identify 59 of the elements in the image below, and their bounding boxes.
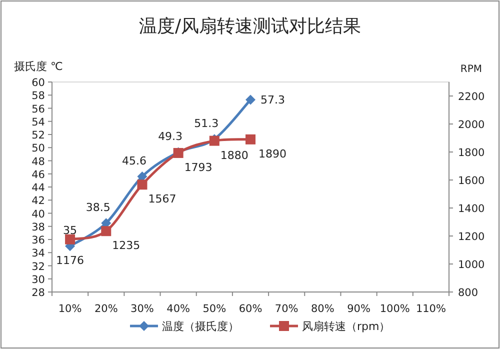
y-tick-label: 34 bbox=[32, 248, 46, 260]
x-tick-label: 10% bbox=[58, 303, 82, 315]
y-tick-label: 38 bbox=[32, 221, 45, 234]
data-label: 1890 bbox=[258, 147, 286, 160]
y-tick-label: 56 bbox=[32, 103, 46, 116]
y2-tick-label: 1800 bbox=[458, 147, 485, 159]
data-label: 49.3 bbox=[158, 130, 183, 144]
x-tick-label: 80% bbox=[311, 303, 334, 315]
y-tick-label: 42 bbox=[32, 195, 45, 208]
y2-tick-label: 1400 bbox=[458, 203, 485, 215]
data-label: 57.3 bbox=[260, 94, 285, 107]
y2-tick-label: 1600 bbox=[458, 175, 485, 187]
y-tick-label: 58 bbox=[32, 90, 45, 102]
x-tick-label: 70% bbox=[274, 303, 298, 315]
data-label: 1176 bbox=[56, 254, 84, 268]
y2-tick-label: 800 bbox=[458, 287, 478, 299]
chart-title: 温度/风扇转速测试对比结果 bbox=[138, 16, 362, 37]
y-tick-label: 60 bbox=[32, 77, 45, 89]
data-label: 1235 bbox=[112, 239, 140, 252]
data-label: 1567 bbox=[148, 192, 176, 206]
x-tick-label: 110% bbox=[416, 303, 446, 315]
y-tick-label: 52 bbox=[32, 130, 45, 142]
point bbox=[65, 234, 76, 244]
y-tick-label: 30 bbox=[32, 274, 45, 286]
data-label: 35 bbox=[63, 224, 78, 238]
data-label: 1793 bbox=[184, 160, 212, 174]
x-tick-label: 100% bbox=[380, 303, 410, 315]
data-label: 45.6 bbox=[122, 154, 146, 168]
y-tick-label: 50 bbox=[32, 142, 45, 155]
point bbox=[137, 180, 148, 190]
y2-tick-label: 2000 bbox=[458, 119, 485, 131]
y-tick-label: 44 bbox=[32, 182, 46, 194]
y-tick-label: 46 bbox=[32, 168, 46, 181]
point bbox=[246, 134, 256, 144]
x-tick-label: 90% bbox=[347, 303, 370, 315]
x-tick-label: 60% bbox=[238, 303, 262, 315]
y-tick-label: 40 bbox=[32, 208, 45, 220]
y-tick-label: 32 bbox=[32, 260, 45, 273]
point bbox=[101, 226, 112, 236]
data-label: 1880 bbox=[220, 148, 248, 162]
data-label: 38.5 bbox=[86, 201, 110, 214]
y2-tick-label: 2200 bbox=[458, 91, 485, 103]
point bbox=[137, 172, 148, 182]
y-tick-label: 28 bbox=[32, 287, 45, 299]
y-axis-title: 摄氏度 ℃ bbox=[14, 60, 63, 73]
y2-tick-label: 1000 bbox=[458, 259, 485, 271]
x-tick-label: 30% bbox=[130, 303, 154, 315]
y2-axis-title: RPM bbox=[460, 64, 482, 75]
point bbox=[246, 94, 256, 105]
y-tick-label: 54 bbox=[32, 116, 46, 128]
y-tick-label: 36 bbox=[32, 234, 46, 246]
x-tick-label: 40% bbox=[166, 303, 190, 315]
x-tick-label: 20% bbox=[94, 303, 118, 315]
y2-tick-label: 1200 bbox=[458, 231, 485, 243]
y-tick-label: 48 bbox=[32, 156, 45, 168]
data-label: 51.3 bbox=[194, 117, 219, 130]
legend-label: 风扇转速（rpm） bbox=[302, 320, 390, 333]
legend-label: 温度（摄氏度） bbox=[162, 320, 239, 333]
x-tick-label: 50% bbox=[202, 303, 226, 315]
